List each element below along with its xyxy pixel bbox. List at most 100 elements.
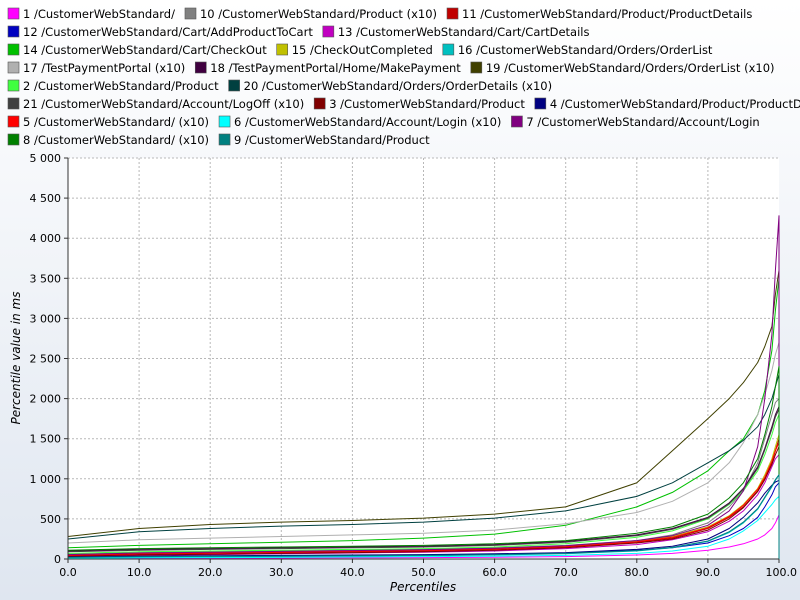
legend-label: 11 /CustomerWebStandard/Product/ProductD… bbox=[462, 7, 752, 21]
y-tick-label: 0 bbox=[54, 553, 61, 566]
legend-swatch bbox=[7, 25, 20, 38]
y-tick-label: 1 000 bbox=[30, 473, 62, 486]
legend-swatch bbox=[7, 43, 20, 56]
legend-item: 21 /CustomerWebStandard/Account/LogOff (… bbox=[7, 97, 304, 111]
legend-label: 10 /CustomerWebStandard/Product (x10) bbox=[200, 7, 437, 21]
legend-item: 10 /CustomerWebStandard/Product (x10) bbox=[184, 7, 437, 21]
x-tick-label: 10.0 bbox=[127, 566, 152, 579]
legend-item: 17 /TestPaymentPortal (x10) bbox=[7, 61, 185, 75]
x-tick-label: 60.0 bbox=[482, 566, 507, 579]
y-tick-label: 2 000 bbox=[30, 393, 62, 406]
series-line-19 bbox=[67, 215, 780, 559]
legend-swatch bbox=[511, 115, 523, 128]
legend-label: 21 /CustomerWebStandard/Account/LogOff (… bbox=[23, 97, 304, 111]
x-axis-ticks: 0.0 10.0 20.0 30.0 40.0 50.0 60.0 70.0 80.0 90.0 1… bbox=[59, 559, 797, 579]
legend-item: 2 /CustomerWebStandard/Product bbox=[7, 79, 219, 93]
legend-swatch bbox=[322, 25, 335, 38]
legend-label: 18 /TestPaymentPortal/Home/MakePayment bbox=[210, 61, 461, 75]
legend-label: 6 /CustomerWebStandard/Account/Login (x1… bbox=[234, 115, 501, 129]
legend-label: 19 /CustomerWebStandard/Orders/OrderList… bbox=[486, 61, 775, 75]
legend-item: 5 /CustomerWebStandard/ (x10) bbox=[7, 115, 209, 129]
y-tick-label: 5 000 bbox=[30, 152, 62, 165]
x-tick-label: 30.0 bbox=[269, 566, 294, 579]
legend-label: 16 /CustomerWebStandard/Orders/OrderList bbox=[458, 43, 713, 57]
legend-item: 3 /CustomerWebStandard/Product bbox=[313, 97, 525, 111]
legend-swatch bbox=[313, 97, 326, 110]
legend-swatch bbox=[7, 79, 20, 92]
legend-label: 15 /CheckOutCompleted bbox=[292, 43, 433, 57]
legend-item: 12 /CustomerWebStandard/Cart/AddProductT… bbox=[7, 25, 313, 39]
legend-swatch bbox=[194, 61, 207, 74]
y-tick-label: 1 500 bbox=[30, 433, 62, 446]
legend-item: 8 /CustomerWebStandard/ (x10) bbox=[7, 133, 209, 147]
y-axis-title: Percentile value in ms bbox=[9, 292, 23, 425]
legend-swatch bbox=[470, 61, 483, 74]
legend-swatch bbox=[534, 97, 547, 110]
legend-label: 2 /CustomerWebStandard/Product bbox=[23, 79, 219, 93]
series-line-18 bbox=[67, 495, 780, 559]
legend-label: 8 /CustomerWebStandard/ (x10) bbox=[23, 133, 209, 147]
series-line-20 bbox=[67, 366, 780, 559]
legend-swatch bbox=[7, 97, 20, 110]
legend-swatch bbox=[7, 115, 20, 128]
x-tick-label: 20.0 bbox=[198, 566, 223, 579]
legend-item: 11 /CustomerWebStandard/Product/ProductD… bbox=[446, 7, 752, 21]
legend-item: 1 /CustomerWebStandard/ bbox=[7, 7, 175, 21]
legend-item: 9 /CustomerWebStandard/Product bbox=[218, 133, 430, 147]
legend-item: 16 /CustomerWebStandard/Orders/OrderList bbox=[442, 43, 713, 57]
legend-label: 3 /CustomerWebStandard/Product bbox=[329, 97, 525, 111]
y-tick-label: 2 500 bbox=[30, 353, 62, 366]
legend-label: 13 /CustomerWebStandard/Cart/CartDetails bbox=[338, 25, 590, 39]
y-tick-label: 500 bbox=[40, 513, 61, 526]
x-tick-label: 70.0 bbox=[553, 566, 578, 579]
series-line-17 bbox=[67, 442, 780, 559]
legend-swatch bbox=[218, 115, 231, 128]
legend-label: 1 /CustomerWebStandard/ bbox=[23, 7, 175, 21]
legend-item: 6 /CustomerWebStandard/Account/Login (x1… bbox=[218, 115, 501, 129]
legend-label: 14 /CustomerWebStandard/Cart/CheckOut bbox=[23, 43, 267, 57]
legend-item: 7 /CustomerWebStandard/Account/Login bbox=[511, 115, 760, 129]
series-line-13 bbox=[67, 374, 780, 559]
x-tick-label: 40.0 bbox=[340, 566, 365, 579]
legend-item: 18 /TestPaymentPortal/Home/MakePayment bbox=[194, 61, 461, 75]
grid bbox=[68, 157, 779, 559]
legend-label: 7 /CustomerWebStandard/Account/Login bbox=[526, 115, 759, 129]
series-line-10 bbox=[67, 406, 780, 559]
legend-item: 15 /CheckOutCompleted bbox=[276, 43, 433, 57]
legend-swatch bbox=[446, 7, 459, 20]
legend-item: 13 /CustomerWebStandard/Cart/CartDetails bbox=[322, 25, 590, 39]
legend-label: 12 /CustomerWebStandard/Cart/AddProductT… bbox=[23, 25, 313, 39]
y-axis-ticks: 0 500 1 000 1 500 2 000 2 500 3 000 3 500 4 000 4… bbox=[30, 152, 68, 566]
y-tick-label: 3 000 bbox=[30, 312, 62, 325]
x-tick-label: 80.0 bbox=[625, 566, 650, 579]
x-tick-label: 0.0 bbox=[59, 566, 77, 579]
series-lines bbox=[67, 215, 780, 560]
series-line-15 bbox=[67, 446, 780, 559]
legend: 1 /CustomerWebStandard/10 /CustomerWebSt… bbox=[7, 7, 800, 147]
legend-swatch bbox=[7, 133, 20, 146]
series-line-21 bbox=[67, 474, 780, 559]
legend-item: 20 /CustomerWebStandard/Orders/OrderDeta… bbox=[228, 79, 552, 93]
series-line-9 bbox=[67, 342, 780, 559]
legend-label: 9 /CustomerWebStandard/Product bbox=[234, 133, 430, 147]
legend-label: 17 /TestPaymentPortal (x10) bbox=[23, 61, 185, 75]
series-line-1 bbox=[67, 514, 780, 560]
series-line-6 bbox=[67, 277, 780, 559]
x-tick-label: 100.0 bbox=[766, 566, 798, 579]
x-tick-label: 90.0 bbox=[696, 566, 721, 579]
y-tick-label: 3 500 bbox=[30, 272, 62, 285]
legend-label: 5 /CustomerWebStandard/ (x10) bbox=[23, 115, 209, 129]
legend-swatch bbox=[184, 7, 197, 20]
legend-swatch bbox=[276, 43, 289, 56]
legend-label: 4 /CustomerWebStandard/Product/ProductDe… bbox=[550, 97, 800, 111]
watermark: jmeter-plugins.org bbox=[703, 2, 796, 13]
series-line-12 bbox=[67, 414, 780, 559]
y-tick-label: 4 500 bbox=[30, 192, 62, 205]
y-tick-label: 4 000 bbox=[30, 232, 62, 245]
legend-swatch bbox=[7, 7, 20, 20]
legend-swatch bbox=[228, 79, 240, 92]
x-axis-title: Percentiles bbox=[390, 580, 456, 594]
legend-swatch bbox=[442, 43, 455, 56]
